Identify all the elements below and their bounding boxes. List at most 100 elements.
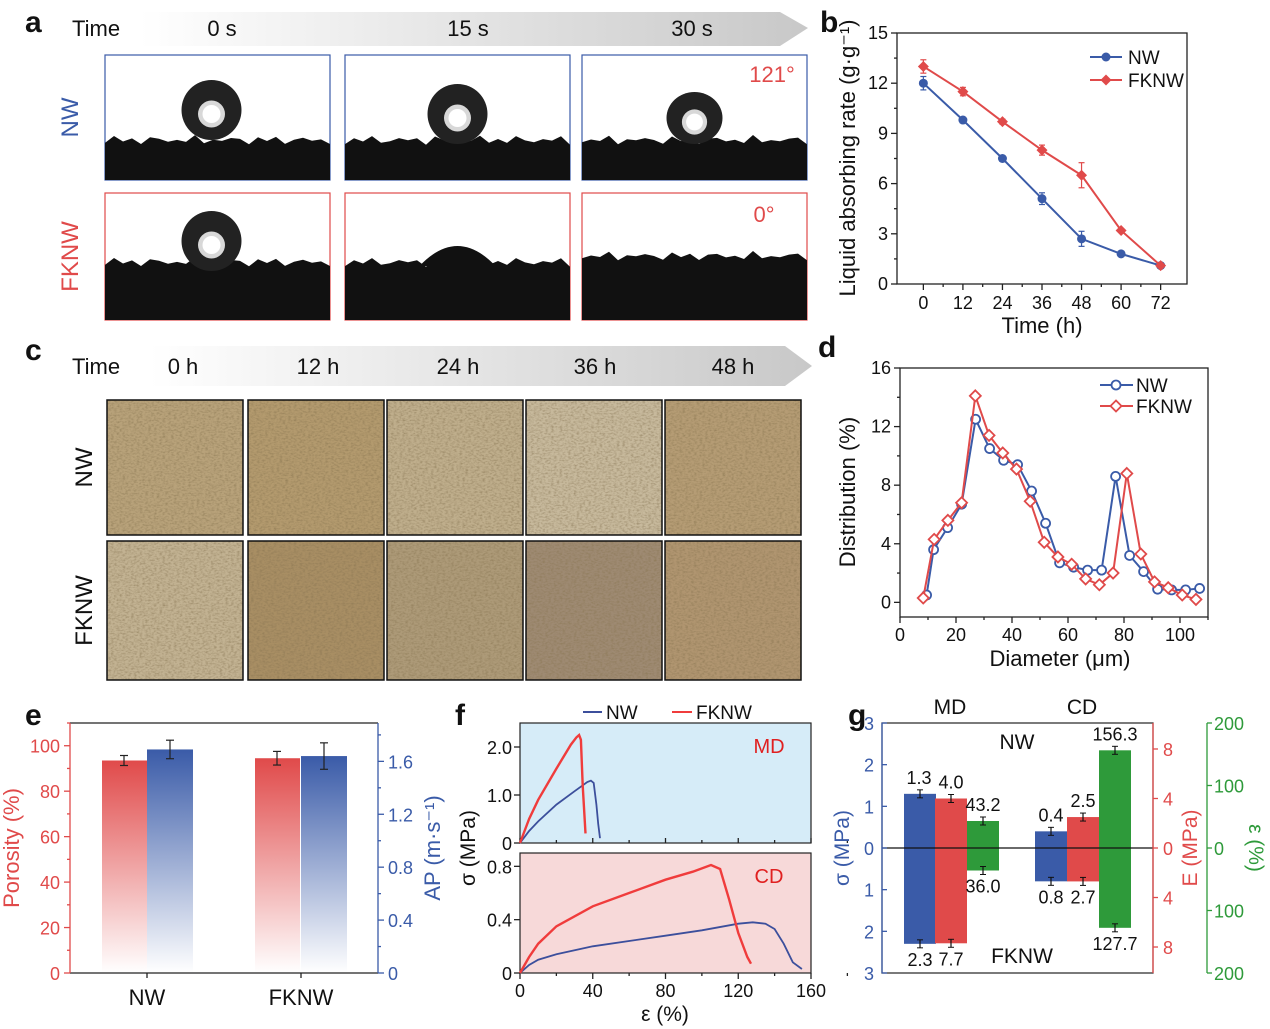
contact-angle-photo — [344, 192, 571, 321]
x-tick-label: 48 — [1072, 293, 1092, 313]
bar-strain — [1099, 750, 1131, 928]
y-tick-label: 0 — [878, 274, 888, 294]
group-label-nw: NW — [1000, 731, 1035, 754]
x-tick-label: 20 — [946, 625, 966, 645]
data-point — [1189, 592, 1203, 607]
data-point — [1134, 547, 1148, 561]
y-axis-label: Distribution (%) — [835, 417, 860, 567]
substrate — [345, 135, 570, 180]
data-point — [1023, 494, 1037, 509]
data-point — [984, 443, 995, 454]
y-tick-label: 8 — [881, 475, 891, 495]
y-tick-label: 12 — [871, 417, 891, 437]
x-tick-label: 60 — [1111, 293, 1131, 313]
x-tick-label: 36 — [1032, 293, 1052, 313]
contact-angle-photo — [581, 192, 808, 321]
y-right-axis-label: AP (m·s⁻¹) — [420, 795, 445, 900]
x-axis-label: ε (%) — [641, 1003, 689, 1026]
y-tick-label: 6 — [878, 174, 888, 194]
data-point — [1051, 550, 1065, 564]
fabric-photo — [665, 541, 801, 680]
bar-sigma — [1035, 831, 1067, 882]
legend-label: NW — [606, 703, 638, 724]
photo-frame — [386, 399, 524, 536]
y-right-tick-label: 1.6 — [388, 752, 413, 772]
y-tick-label: 0.4 — [487, 911, 512, 931]
substrate — [582, 135, 807, 180]
photo-frame — [247, 540, 385, 681]
y-tick-label: 100 — [30, 737, 60, 757]
time-tick-label: 15 s — [447, 16, 489, 41]
row-label-0: NW — [57, 97, 84, 137]
x-tick-label: 120 — [723, 981, 753, 1001]
curve-nw-cd — [519, 921, 803, 974]
y-tick-label: 0.8 — [487, 857, 512, 877]
y-left-tick-label: 1 — [864, 797, 874, 817]
data-point — [1147, 575, 1162, 589]
data-point — [1092, 578, 1107, 592]
group-label-fknw: FKNW — [991, 945, 1053, 968]
x-axis-label: Time (h) — [1001, 313, 1082, 338]
data-point — [916, 591, 931, 605]
x-tick-label: 40 — [583, 981, 603, 1001]
panel-label-f: f — [455, 699, 466, 732]
fabric-photo — [665, 400, 801, 535]
bar-modulus — [935, 798, 967, 944]
contact-angle-photo — [104, 192, 331, 321]
value-label-nw: 0.4 — [1038, 805, 1063, 825]
x-tick-label: 80 — [1114, 625, 1134, 645]
subplot-cd — [519, 852, 812, 974]
data-point — [1037, 194, 1047, 204]
fabric-photo — [107, 541, 243, 680]
x-tick-label: 12 — [953, 293, 973, 313]
contact-angle-photo — [344, 54, 571, 181]
legend-marker — [1101, 52, 1111, 62]
data-point — [1155, 260, 1167, 272]
data-point — [997, 154, 1007, 163]
x-axis-label: Diameter (μm) — [989, 646, 1130, 671]
data-point — [1036, 144, 1048, 156]
y-middle-tick-label: 0 — [1163, 839, 1173, 859]
y-middle-tick-label: 8 — [1163, 938, 1173, 958]
series-line-nw — [925, 415, 1200, 596]
droplet-highlight — [686, 113, 703, 131]
fabric-photo — [526, 400, 662, 535]
y-tick-label: 9 — [878, 123, 888, 143]
data-point — [917, 60, 929, 72]
legend-marker — [1110, 379, 1122, 391]
data-point — [954, 495, 969, 510]
x-category-label: NW — [129, 985, 166, 1010]
value-label-fknw: 7.7 — [938, 949, 963, 969]
category-label-md: MD — [934, 696, 967, 719]
curve-nw-md — [519, 779, 601, 844]
subplot-md — [519, 722, 812, 844]
data-point — [1194, 583, 1205, 594]
data-point — [1077, 234, 1087, 244]
photo-frame — [386, 540, 524, 681]
fabric-photo — [526, 541, 662, 680]
y-right-tick-label: 200 — [1214, 714, 1244, 734]
y-tick-label: 16 — [871, 358, 891, 378]
y-right-tick-label: 0.4 — [388, 911, 413, 931]
y-left-tick-label: 0 — [864, 839, 874, 859]
time-arrow — [140, 12, 808, 46]
legend-label: FKNW — [696, 703, 752, 724]
bar-ap — [147, 749, 193, 973]
data-point — [1082, 564, 1093, 576]
y-middle-tick-label: 4 — [1163, 889, 1173, 909]
time-arrow — [150, 346, 812, 386]
y-left-tick-label: 3 — [864, 964, 874, 984]
series-line-fknw — [922, 65, 1162, 267]
y-tick-label: 0 — [502, 834, 512, 854]
x-tick-label: 24 — [992, 293, 1012, 313]
bar-porosity — [102, 760, 147, 973]
time-tick-label: 48 h — [712, 354, 755, 379]
data-point — [918, 78, 928, 88]
time-tick-label: 12 h — [297, 354, 340, 379]
data-point — [1138, 566, 1149, 577]
y-tick-label: 40 — [40, 873, 60, 893]
y-right-tick-label: 100 — [1214, 777, 1244, 797]
y-right-tick-label: 0 — [388, 964, 398, 984]
contact-angle-photo — [104, 54, 331, 181]
